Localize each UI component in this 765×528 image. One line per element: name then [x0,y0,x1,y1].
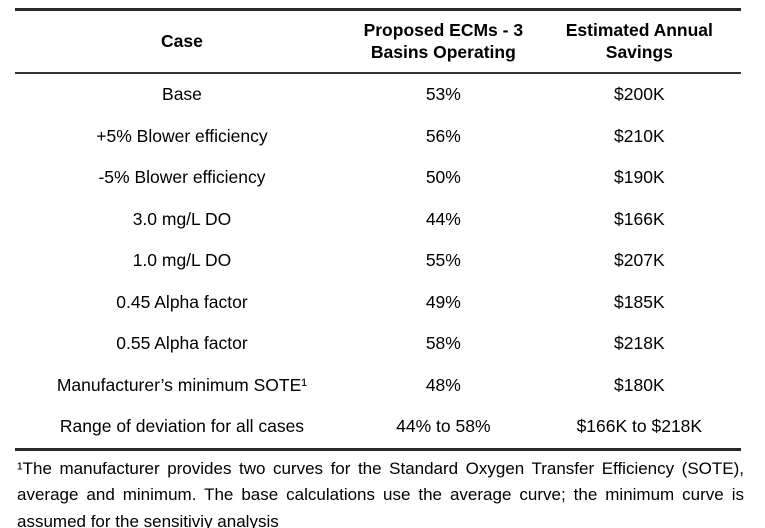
cell-ecm: 44% [425,208,461,229]
table-row: 1.0 mg/L DO 55% $207K [15,240,741,282]
table-row: 0.55 Alpha factor 58% $218K [15,323,741,365]
cell-savings: $166K to $218K [576,416,703,437]
cell-savings: $166K [614,208,665,229]
table-row: Manufacturer’s minimum SOTE¹ 48% $180K [15,365,741,407]
table-row: +5% Blower efficiency 56% $210K [15,116,741,158]
cell-savings: $207K [614,250,665,271]
table-row: 3.0 mg/L DO 44% $166K [15,199,741,241]
cell-savings: $180K [614,374,665,395]
table-row: Base 53% $200K [15,74,741,116]
cell-case: 3.0 mg/L DO [132,208,232,229]
cell-ecm: 53% [425,84,461,105]
cell-case: -5% Blower efficiency [98,167,266,188]
sensitivity-analysis-table: Case Proposed ECMs - 3 Basins Operating … [15,8,741,451]
table-row: -5% Blower efficiency 50% $190K [15,157,741,199]
cell-savings: $190K [614,167,665,188]
cell-case: Manufacturer’s minimum SOTE¹ [56,374,308,395]
cell-savings: $218K [614,333,665,354]
cell-ecm: 55% [425,250,461,271]
cell-case: Base [162,84,202,105]
table-row: Range of deviation for all cases 44% to 5… [15,406,741,448]
cell-case: 1.0 mg/L DO [132,250,232,271]
cell-ecm: 49% [425,291,461,312]
cell-case: 0.55 Alpha factor [116,333,248,354]
cell-case: 0.45 Alpha factor [116,291,248,312]
cell-case: Range of deviation for all cases [59,416,305,437]
cell-savings: $200K [614,84,665,105]
table-body: Base 53% $200K +5% Blower efficiency 56% $210… [15,74,741,448]
column-header-proposed-ecms: Proposed ECMs - 3 Basins Operating [363,20,524,62]
column-header-estimated-savings: Estimated Annual Savings [565,20,713,62]
cell-savings: $210K [614,125,665,146]
table-header-row: Case Proposed ECMs - 3 Basins Operating … [15,11,741,74]
cell-ecm: 58% [425,333,461,354]
cell-ecm: 48% [425,374,461,395]
cell-ecm: 50% [425,167,461,188]
cell-savings: $185K [614,291,665,312]
cell-ecm: 56% [425,125,461,146]
table-row: 0.45 Alpha factor 49% $185K [15,282,741,324]
column-header-case: Case [161,30,203,51]
cell-ecm: 44% to 58% [396,416,491,437]
cell-case: +5% Blower efficiency [96,125,268,146]
table-footnote: ¹The manufacturer provides two curves fo… [17,459,744,528]
